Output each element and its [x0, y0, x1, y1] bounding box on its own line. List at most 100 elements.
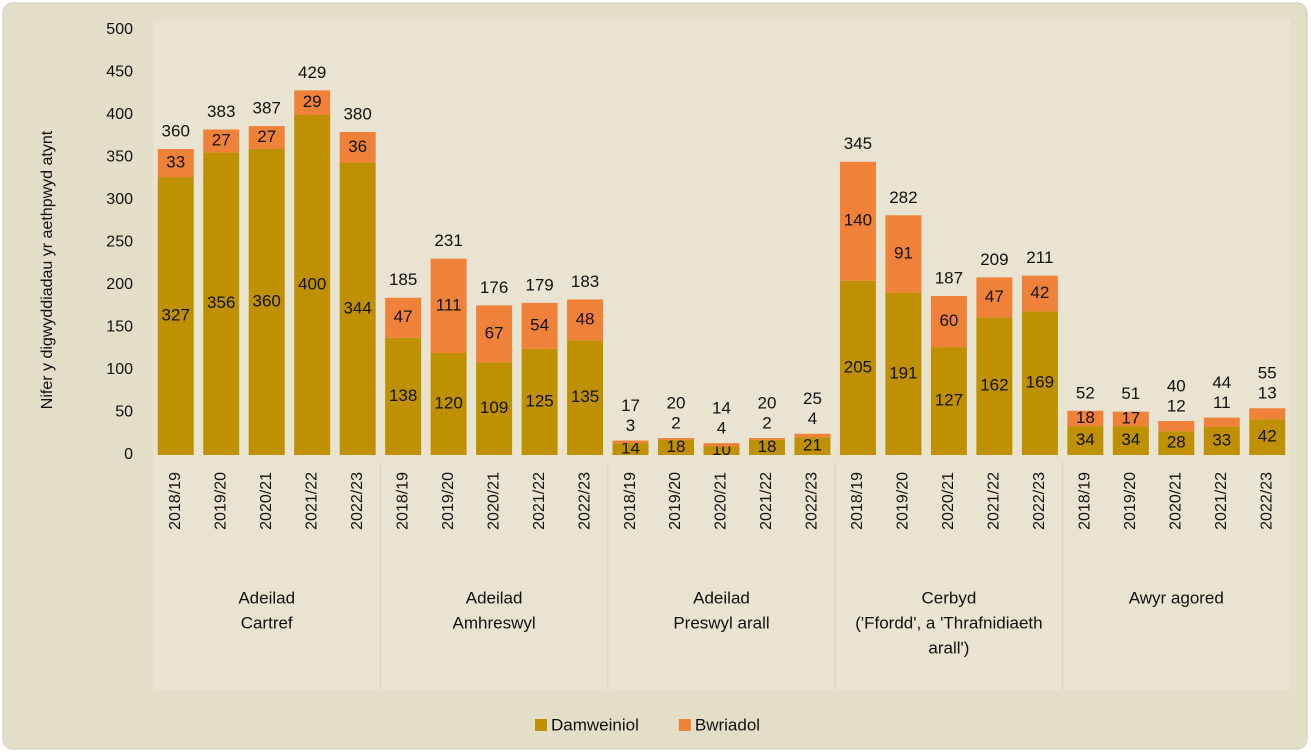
- bar-segment: [521, 302, 558, 349]
- data-label: 34: [1076, 430, 1095, 449]
- bar-segment: [1158, 421, 1195, 432]
- bar-segment: [1249, 419, 1286, 455]
- data-label: 356: [207, 293, 235, 312]
- y-tick-label: 450: [106, 64, 133, 81]
- total-label: 176: [480, 278, 508, 297]
- bar-segment: [1067, 410, 1104, 427]
- total-label: 44: [1212, 373, 1231, 392]
- data-label: 36: [348, 137, 367, 156]
- total-label: 20: [758, 393, 777, 412]
- x-tick-label: 2018/19: [394, 472, 411, 530]
- data-label: 12: [1167, 396, 1186, 415]
- total-label: 14: [712, 399, 731, 418]
- x-tick-label: 2022/23: [349, 472, 366, 530]
- data-label: 54: [530, 315, 549, 334]
- bar-segment: [521, 348, 558, 455]
- legend-label: Damweiniol: [551, 715, 639, 734]
- group-label: Adeilad: [466, 588, 523, 607]
- data-label: 13: [1258, 384, 1277, 403]
- total-label: 20: [667, 393, 686, 412]
- data-label: 29: [303, 92, 322, 111]
- data-label: 28: [1167, 433, 1186, 452]
- y-tick-label: 250: [106, 234, 133, 251]
- bar-segment: [476, 362, 513, 455]
- x-tick-label: 2022/23: [576, 472, 593, 530]
- y-tick-label: 150: [106, 319, 133, 336]
- data-label: 14: [621, 439, 640, 458]
- bar-segment: [339, 162, 376, 455]
- data-label: 127: [935, 391, 963, 410]
- data-label: 138: [389, 386, 417, 405]
- data-label: 135: [571, 387, 599, 406]
- data-label: 27: [212, 130, 231, 149]
- bar-segment: [1112, 426, 1149, 455]
- group-label: ('Ffordd', a 'Thrafnidiaeth: [855, 613, 1042, 632]
- group-label: Amhreswyl: [453, 613, 536, 632]
- data-label: 18: [1076, 408, 1095, 427]
- bar-segment: [1249, 408, 1286, 420]
- total-label: 17: [621, 396, 640, 415]
- x-tick-label: 2020/21: [940, 472, 957, 530]
- data-label: 140: [844, 211, 872, 230]
- bar-segment: [1021, 275, 1058, 312]
- data-label: 3: [626, 416, 635, 435]
- group-label: Adeilad: [693, 588, 750, 607]
- x-tick-label: 2022/23: [1031, 472, 1048, 530]
- x-tick-label: 2019/20: [440, 472, 457, 530]
- bar-segment: [794, 437, 831, 455]
- total-label: 51: [1121, 384, 1140, 403]
- bar-segment: [612, 443, 649, 455]
- x-tick-label: 2019/20: [1122, 472, 1139, 530]
- data-label: 91: [894, 243, 913, 262]
- bar-segment: [567, 299, 604, 341]
- bar-segment: [203, 129, 240, 153]
- data-label: 60: [939, 311, 958, 330]
- group-label: Adeilad: [238, 588, 295, 607]
- bar-segment: [385, 337, 422, 455]
- bar-segment: [476, 305, 513, 363]
- bar-segment: [294, 115, 331, 455]
- bar-segment: [703, 446, 740, 455]
- data-label: 27: [257, 127, 276, 146]
- bar-segment: [976, 317, 1013, 455]
- bar-segment: [157, 177, 194, 456]
- bar-segment: [203, 152, 240, 455]
- y-tick-label: 350: [106, 149, 133, 166]
- data-label: 344: [343, 298, 371, 317]
- data-label: 33: [166, 153, 185, 172]
- data-label: 17: [1121, 408, 1140, 427]
- bar-segment: [157, 149, 194, 178]
- total-label: 55: [1258, 364, 1277, 383]
- data-label: 67: [485, 323, 504, 342]
- total-label: 380: [343, 104, 371, 123]
- data-label: 18: [758, 437, 777, 456]
- total-label: 40: [1167, 376, 1186, 395]
- data-label: 125: [525, 391, 553, 410]
- bar-segment: [430, 353, 467, 455]
- bar-segment: [1203, 417, 1240, 427]
- bar-segment: [839, 280, 876, 455]
- data-label: 10: [712, 440, 731, 459]
- bar-segment: [1067, 426, 1104, 455]
- bar-segment: [294, 90, 331, 115]
- total-label: 179: [525, 275, 553, 294]
- total-label: 282: [889, 188, 917, 207]
- data-label: 47: [985, 287, 1004, 306]
- x-tick-label: 2021/22: [986, 472, 1003, 530]
- data-label: 327: [162, 306, 190, 325]
- data-label: 191: [889, 363, 917, 382]
- bar-segment: [703, 443, 740, 447]
- data-label: 21: [803, 436, 822, 455]
- data-label: 4: [808, 409, 817, 428]
- bar-segment: [930, 347, 967, 455]
- bar-segment: [1021, 311, 1058, 455]
- y-tick-label: 0: [124, 446, 133, 463]
- bar-segment: [1158, 431, 1195, 455]
- bar-segment: [1203, 426, 1240, 455]
- x-tick-label: 2021/22: [1213, 472, 1230, 530]
- data-label: 33: [1212, 430, 1231, 449]
- bar-segment: [430, 258, 467, 353]
- data-label: 48: [576, 309, 595, 328]
- x-tick-label: 2018/19: [167, 472, 184, 530]
